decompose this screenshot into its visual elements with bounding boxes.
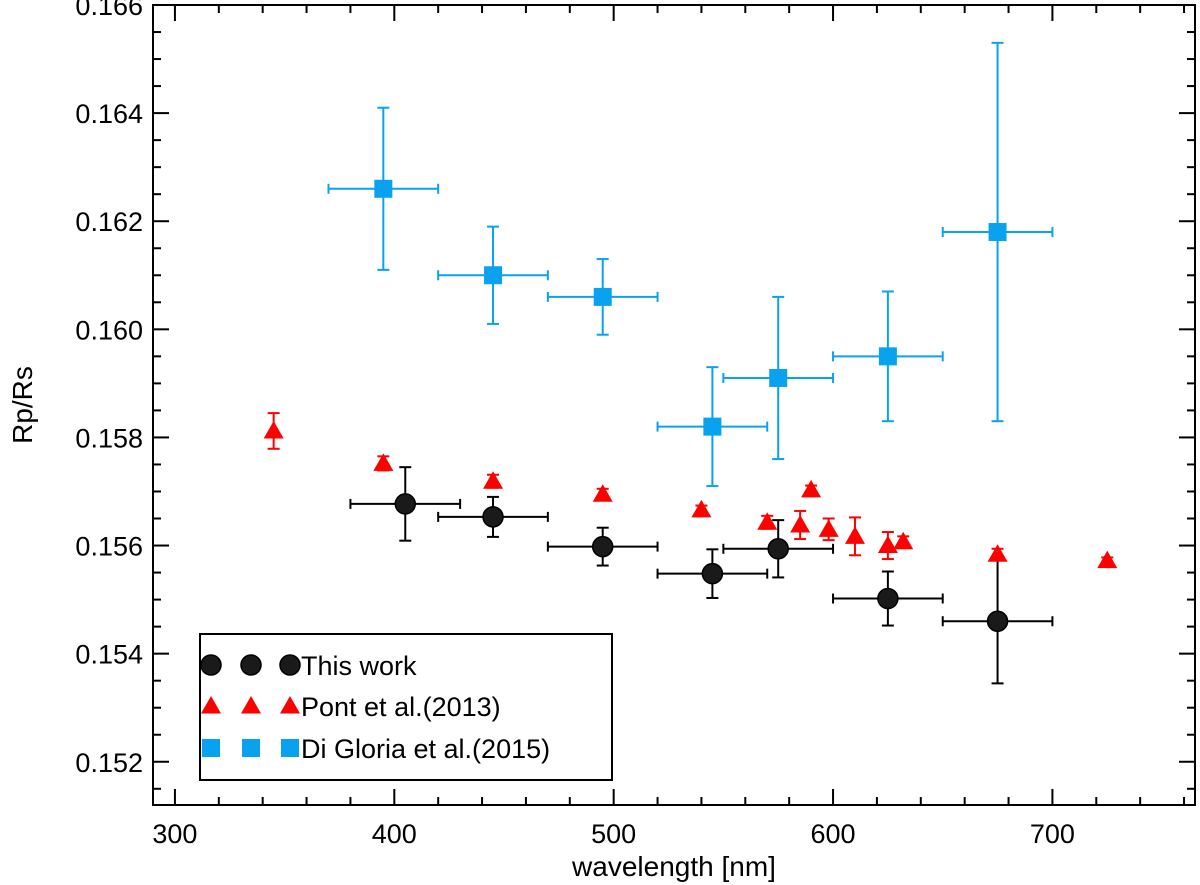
x-tick-label: 700 (1030, 819, 1075, 849)
legend-entries: This work Pont et al.(2013) Di Gloria et a… (200, 651, 550, 764)
legend-marker (241, 696, 261, 714)
data-point (701, 562, 724, 585)
data-point (757, 512, 778, 530)
x-tick-label: 600 (811, 819, 856, 849)
data-point (374, 179, 393, 198)
x-axis-title: wavelength [nm] (571, 851, 776, 882)
data-point (769, 368, 788, 387)
legend-entry: This work (200, 651, 417, 681)
legend: This work Pont et al.(2013) Di Gloria et a… (199, 633, 613, 781)
x-tick-label: 500 (591, 819, 636, 849)
legend-label: Di Gloria et al.(2015) (301, 734, 550, 764)
series-di-gloria-2015 (327, 41, 1054, 488)
legend-label: This work (301, 651, 417, 681)
data-point (591, 535, 614, 558)
data-point (483, 471, 504, 489)
data-point (844, 526, 865, 544)
data-point (987, 544, 1008, 562)
legend-marker (202, 739, 220, 757)
plot-frame (152, 4, 1196, 806)
data-point (988, 223, 1007, 242)
legend-box (199, 633, 613, 781)
legend-marker (242, 739, 260, 757)
legend-label: Pont et al.(2013) (301, 692, 501, 722)
data-point (893, 531, 914, 550)
data-point (484, 266, 503, 285)
y-tick-label: 0.166 (75, 0, 143, 21)
data-point (818, 519, 839, 537)
x-tick-label: 400 (372, 819, 417, 849)
y-tick-label: 0.152 (75, 748, 143, 778)
data-point (790, 515, 811, 533)
y-axis-title: Rp/Rs (7, 366, 38, 444)
data-point (691, 499, 712, 518)
data-point (592, 484, 613, 502)
y-tick-label: 0.160 (75, 315, 143, 345)
data-point (801, 479, 822, 498)
ticks-layer: 300 400 500 600 700 0.152 0.154 0.156 0.158 0.160… (75, 0, 1195, 849)
legend-marker (280, 696, 300, 714)
y-tick-label: 0.164 (75, 99, 143, 129)
data-point (703, 417, 722, 436)
series-this-work (349, 466, 1054, 685)
data-point (877, 535, 898, 554)
y-tick-label: 0.162 (75, 207, 143, 237)
data-point (263, 420, 284, 439)
data-point (877, 587, 899, 610)
legend-entry: Di Gloria et al.(2015) (202, 734, 550, 764)
legend-marker (279, 654, 301, 676)
data-point (482, 506, 504, 528)
legend-marker (281, 739, 299, 757)
legend-marker (240, 654, 262, 676)
x-tick-label: 300 (152, 819, 197, 849)
data-point (394, 493, 417, 515)
legend-marker (201, 696, 221, 714)
series-layer (263, 41, 1118, 685)
series-pont-2013 (263, 412, 1118, 569)
legend-marker (200, 654, 222, 676)
data-point (373, 453, 394, 471)
data-point (986, 610, 1009, 632)
data-point (767, 538, 789, 560)
y-tick-label: 0.156 (75, 532, 143, 562)
data-point (593, 287, 612, 306)
data-point (878, 347, 897, 366)
legend-entry: Pont et al.(2013) (201, 692, 501, 722)
y-tick-label: 0.158 (75, 423, 143, 453)
data-point (1097, 550, 1118, 569)
y-tick-label: 0.154 (75, 640, 143, 670)
